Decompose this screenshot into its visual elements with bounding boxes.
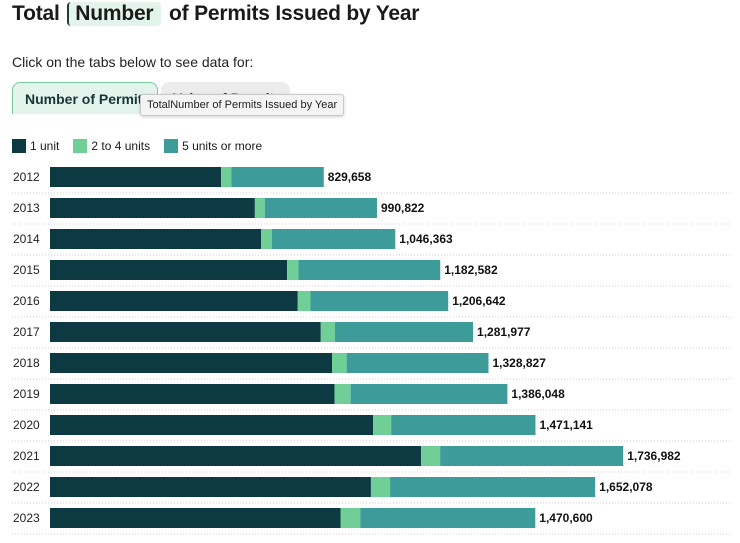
bar-2013-2-to-4-units[interactable] xyxy=(254,198,265,218)
bar-2022-1-unit[interactable] xyxy=(50,477,371,497)
legend-item-2-to-4-units[interactable]: 2 to 4 units xyxy=(73,139,150,153)
total-label-2020: 1,471,141 xyxy=(539,418,593,432)
legend-item-5-units-or-more[interactable]: 5 units or more xyxy=(164,139,262,153)
year-label-2019: 2019 xyxy=(13,387,40,401)
bar-2018-2-to-4-units[interactable] xyxy=(332,353,347,373)
stacked-bar-chart: 2012 829,658 2013 990,822 2014 1,046,363 2015 1… xyxy=(12,167,730,535)
bar-2021-1-unit[interactable] xyxy=(50,446,422,466)
year-label-2020: 2020 xyxy=(13,418,40,432)
bar-2015-5-units-or-more[interactable] xyxy=(298,260,441,280)
year-label-2015: 2015 xyxy=(13,263,40,277)
bar-2021-5-units-or-more[interactable] xyxy=(440,446,624,466)
year-label-2012: 2012 xyxy=(13,170,40,184)
bar-2019-1-unit[interactable] xyxy=(50,384,335,404)
bar-2013-5-units-or-more[interactable] xyxy=(264,198,377,218)
legend-label-5-units-or-more: 5 units or more xyxy=(182,139,263,153)
total-label-2014: 1,046,363 xyxy=(399,232,453,246)
chart-title: Total Number of Permits Issued by Year xyxy=(12,2,419,26)
bar-2022-2-to-4-units[interactable] xyxy=(370,477,391,497)
bar-2023-5-units-or-more[interactable] xyxy=(360,508,536,528)
legend-label-1-unit: 1 unit xyxy=(30,139,60,153)
bar-2013-1-unit[interactable] xyxy=(50,198,255,218)
bar-2021-2-to-4-units[interactable] xyxy=(421,446,441,466)
bar-2016-2-to-4-units[interactable] xyxy=(297,291,311,311)
total-label-2018: 1,328,827 xyxy=(493,356,547,370)
bar-2020-2-to-4-units[interactable] xyxy=(373,415,392,435)
year-label-2016: 2016 xyxy=(13,294,40,308)
legend-swatch-2-to-4-units xyxy=(73,139,88,153)
bar-2023-2-to-4-units[interactable] xyxy=(340,508,361,528)
bar-2012-2-to-4-units[interactable] xyxy=(221,167,232,187)
year-label-2018: 2018 xyxy=(13,356,40,370)
bar-2019-2-to-4-units[interactable] xyxy=(334,384,351,404)
bar-2018-5-units-or-more[interactable] xyxy=(346,353,489,373)
bar-2014-2-to-4-units[interactable] xyxy=(261,229,272,249)
bar-2014-1-unit[interactable] xyxy=(50,229,262,249)
title-prefix: Total xyxy=(12,2,60,25)
bar-2023-1-unit[interactable] xyxy=(50,508,341,528)
total-label-2022: 1,652,078 xyxy=(599,480,653,494)
year-label-2017: 2017 xyxy=(13,325,40,339)
total-label-2023: 1,470,600 xyxy=(539,511,593,525)
title-suffix: of Permits Issued by Year xyxy=(169,2,420,25)
total-label-2013: 990,822 xyxy=(381,201,425,215)
bar-2012-5-units-or-more[interactable] xyxy=(231,167,324,187)
legend-label-2-to-4-units: 2 to 4 units xyxy=(91,139,151,153)
bar-2020-5-units-or-more[interactable] xyxy=(391,415,536,435)
legend-swatch-5-units-or-more xyxy=(164,139,179,153)
bar-2015-2-to-4-units[interactable] xyxy=(287,260,299,280)
total-label-2015: 1,182,582 xyxy=(444,263,498,277)
bar-2017-5-units-or-more[interactable] xyxy=(334,322,474,342)
bar-2012-1-unit[interactable] xyxy=(50,167,222,187)
year-label-2022: 2022 xyxy=(13,480,40,494)
legend-item-1-unit[interactable]: 1 unit xyxy=(12,139,59,153)
legend-swatch-1-unit xyxy=(12,139,26,153)
bar-2015-1-unit[interactable] xyxy=(50,260,288,280)
bar-2016-5-units-or-more[interactable] xyxy=(310,291,449,311)
tooltip: TotalNumber of Permits Issued by Year xyxy=(140,94,345,116)
bar-2014-5-units-or-more[interactable] xyxy=(271,229,396,249)
title-highlight: Number xyxy=(67,2,162,26)
bar-2018-1-unit[interactable] xyxy=(50,353,333,373)
bar-2020-1-unit[interactable] xyxy=(50,415,374,435)
bar-2017-1-unit[interactable] xyxy=(50,322,321,342)
total-label-2012: 829,658 xyxy=(328,170,372,184)
bar-2016-1-unit[interactable] xyxy=(50,291,298,311)
year-label-2023: 2023 xyxy=(13,511,40,525)
year-label-2021: 2021 xyxy=(13,449,40,463)
instructions-text: Click on the tabs below to see data for: xyxy=(12,54,254,70)
total-label-2019: 1,386,048 xyxy=(511,387,565,401)
bar-2022-5-units-or-more[interactable] xyxy=(390,477,596,497)
total-label-2021: 1,736,982 xyxy=(627,449,681,463)
total-label-2016: 1,206,642 xyxy=(452,294,506,308)
year-label-2013: 2013 xyxy=(13,201,40,215)
chart-legend: 1 unit 2 to 4 units 5 units or more xyxy=(12,139,276,153)
bar-2019-5-units-or-more[interactable] xyxy=(350,384,508,404)
total-label-2017: 1,281,977 xyxy=(477,325,531,339)
tab-number-of-permits[interactable]: Number of Permits xyxy=(12,82,158,114)
bar-2017-2-to-4-units[interactable] xyxy=(320,322,335,342)
year-label-2014: 2014 xyxy=(13,232,40,246)
